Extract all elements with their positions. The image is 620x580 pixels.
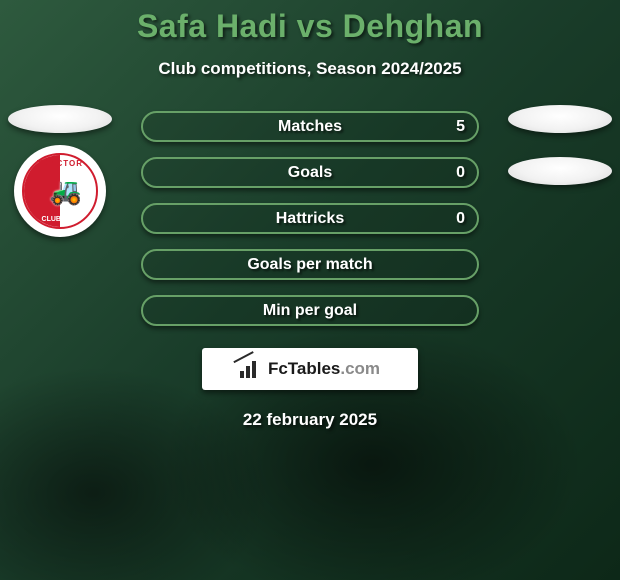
club-badge-inner: TRACTOR 🚜 CLUB 1970 [22, 153, 98, 229]
player-left-silhouette-icon [8, 105, 112, 133]
player-right-silhouette-icon [508, 105, 612, 133]
stat-row-goals: Goals 0 [141, 157, 479, 188]
date-label: 22 february 2025 [0, 410, 620, 430]
tractor-icon: 🚜 [50, 176, 82, 207]
stat-label: Goals per match [247, 256, 372, 274]
player-left: TRACTOR 🚜 CLUB 1970 [8, 105, 112, 237]
stat-right-value: 5 [456, 118, 465, 136]
branding-suffix: .com [340, 359, 380, 378]
club-badge-name: TRACTOR [24, 159, 96, 168]
player-right [508, 105, 612, 185]
stat-row-matches: Matches 5 [141, 111, 479, 142]
comparison-area: TRACTOR 🚜 CLUB 1970 Matches 5 Goals 0 Ha… [0, 111, 620, 430]
branding-badge: FcTables.com [202, 348, 418, 390]
branding-bars-icon [240, 360, 262, 378]
stat-label: Matches [278, 118, 342, 136]
player-left-club-badge: TRACTOR 🚜 CLUB 1970 [14, 145, 106, 237]
stat-row-hattricks: Hattricks 0 [141, 203, 479, 234]
club-badge-sub: CLUB 1970 [24, 216, 96, 223]
stat-row-goals-per-match: Goals per match [141, 249, 479, 280]
subtitle: Club competitions, Season 2024/2025 [0, 59, 620, 79]
stats-list: Matches 5 Goals 0 Hattricks 0 Goals per … [141, 111, 479, 326]
branding-name: FcTables [268, 359, 340, 378]
stat-label: Min per goal [263, 302, 357, 320]
stat-row-min-per-goal: Min per goal [141, 295, 479, 326]
stat-right-value: 0 [456, 164, 465, 182]
branding-text: FcTables.com [268, 359, 380, 379]
stat-right-value: 0 [456, 210, 465, 228]
page-title: Safa Hadi vs Dehghan [0, 0, 620, 45]
player-right-club-placeholder-icon [508, 157, 612, 185]
stat-label: Hattricks [276, 210, 344, 228]
stat-label: Goals [288, 164, 332, 182]
